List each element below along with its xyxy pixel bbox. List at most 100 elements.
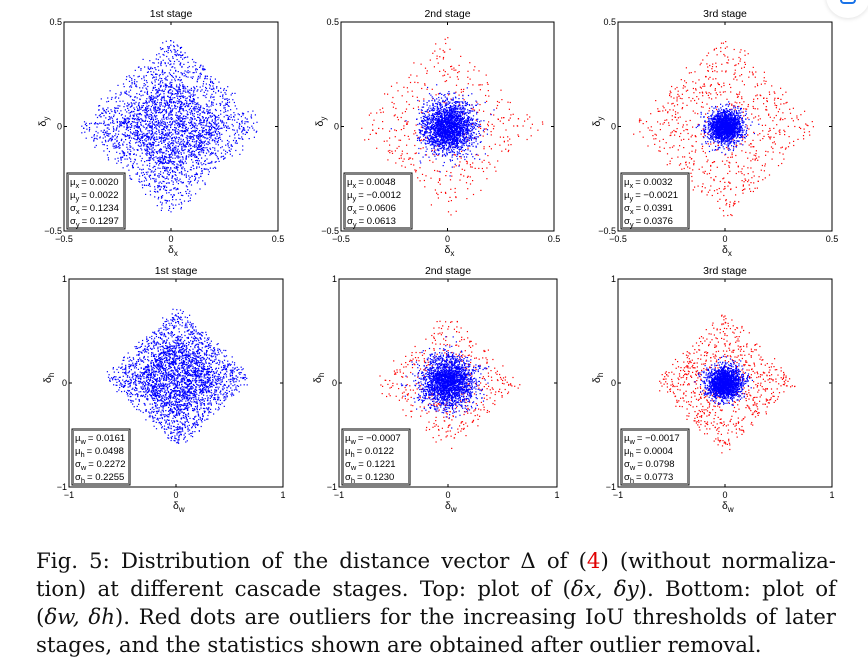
data-point-inliers <box>434 100 436 102</box>
data-point-inliers <box>453 104 455 106</box>
data-point-inliers <box>147 130 149 132</box>
data-point-inliers <box>210 95 212 97</box>
data-point-inliers <box>103 150 105 152</box>
data-point-inliers <box>242 138 244 140</box>
data-point-inliers <box>180 163 182 166</box>
data-point-inliers <box>448 112 450 114</box>
data-point-inliers <box>196 159 198 161</box>
data-point-inliers <box>141 157 143 160</box>
data-point-inliers <box>455 114 457 116</box>
data-point-inliers <box>148 137 150 139</box>
data-point-outliers <box>474 137 476 139</box>
data-point-outliers <box>444 71 446 73</box>
data-point-inliers <box>83 127 85 129</box>
data-point-inliers <box>157 151 159 153</box>
data-point-inliers <box>119 94 121 96</box>
data-point-inliers <box>463 144 465 147</box>
data-point-inliers <box>158 108 160 110</box>
data-point-inliers <box>193 156 196 158</box>
data-point-outliers <box>406 152 408 155</box>
data-point-inliers <box>152 134 155 136</box>
data-point-inliers <box>228 141 230 143</box>
data-point-inliers <box>168 114 170 116</box>
data-point-inliers <box>148 157 150 159</box>
data-point-inliers <box>126 76 128 78</box>
data-point-inliers <box>185 157 187 159</box>
data-point-inliers <box>455 97 457 99</box>
data-point-inliers <box>173 48 175 51</box>
data-point-inliers <box>151 152 153 154</box>
data-point-inliers <box>156 152 158 155</box>
data-point-inliers <box>183 63 185 65</box>
data-point-inliers <box>176 114 178 116</box>
data-point-inliers <box>188 178 190 180</box>
data-point-inliers <box>185 98 187 100</box>
data-point-outliers <box>420 63 422 65</box>
data-point-inliers <box>211 151 213 154</box>
data-point-inliers <box>120 159 122 161</box>
data-point-inliers <box>453 136 455 138</box>
data-point-inliers <box>208 116 210 119</box>
data-point-inliers <box>124 134 126 136</box>
screenshot-capture-button[interactable] <box>826 0 868 18</box>
data-point-inliers <box>131 121 133 123</box>
data-point-inliers <box>158 125 160 127</box>
data-point-inliers <box>84 131 86 133</box>
data-point-inliers <box>441 131 443 133</box>
data-point-inliers <box>206 132 208 134</box>
data-point-inliers <box>149 121 151 123</box>
data-point-inliers <box>150 111 152 113</box>
data-point-inliers <box>207 111 209 113</box>
data-point-inliers <box>465 112 467 114</box>
data-point-inliers <box>103 115 105 117</box>
data-point-inliers <box>96 116 99 119</box>
data-point-outliers <box>483 110 485 112</box>
data-point-inliers <box>115 144 117 147</box>
data-point-inliers <box>155 118 157 120</box>
data-point-inliers <box>186 86 189 88</box>
data-point-inliers <box>155 76 157 78</box>
data-point-inliers <box>443 100 445 102</box>
data-point-inliers <box>131 117 133 119</box>
data-point-inliers <box>182 163 184 165</box>
data-point-inliers <box>120 93 122 95</box>
data-point-inliers <box>468 133 470 135</box>
data-point-inliers <box>179 115 181 117</box>
data-point-inliers <box>147 93 149 95</box>
data-point-inliers <box>149 115 151 117</box>
data-point-inliers <box>436 102 438 105</box>
data-point-inliers <box>168 92 170 94</box>
data-point-inliers <box>157 144 160 146</box>
data-point-inliers <box>166 111 168 113</box>
data-point-inliers <box>142 119 144 121</box>
data-point-inliers <box>170 60 172 62</box>
data-point-inliers <box>135 132 137 134</box>
data-point-inliers <box>172 147 174 150</box>
data-point-inliers <box>135 101 137 103</box>
data-point-inliers <box>142 120 144 122</box>
data-point-inliers <box>156 190 159 192</box>
data-point-inliers <box>148 95 150 97</box>
data-point-inliers <box>194 145 196 147</box>
data-point-inliers <box>168 46 170 48</box>
data-point-inliers <box>154 196 156 198</box>
data-point-inliers <box>450 142 452 144</box>
data-point-inliers <box>151 122 153 124</box>
data-point-inliers <box>148 110 150 112</box>
data-point-inliers <box>424 136 427 138</box>
data-point-inliers <box>153 114 156 116</box>
data-point-inliers <box>442 154 444 156</box>
data-point-inliers <box>199 118 201 120</box>
data-point-outliers <box>479 89 481 91</box>
data-point-inliers <box>208 121 210 123</box>
data-point-inliers <box>433 132 435 134</box>
data-point-inliers <box>471 153 473 155</box>
data-point-inliers <box>460 112 462 114</box>
data-point-inliers <box>143 145 145 147</box>
data-point-inliers <box>233 129 235 131</box>
data-point-inliers <box>122 121 124 123</box>
data-point-outliers <box>412 158 414 160</box>
data-point-inliers <box>154 121 156 123</box>
data-point-outliers <box>467 76 469 78</box>
data-point-inliers <box>116 140 118 143</box>
